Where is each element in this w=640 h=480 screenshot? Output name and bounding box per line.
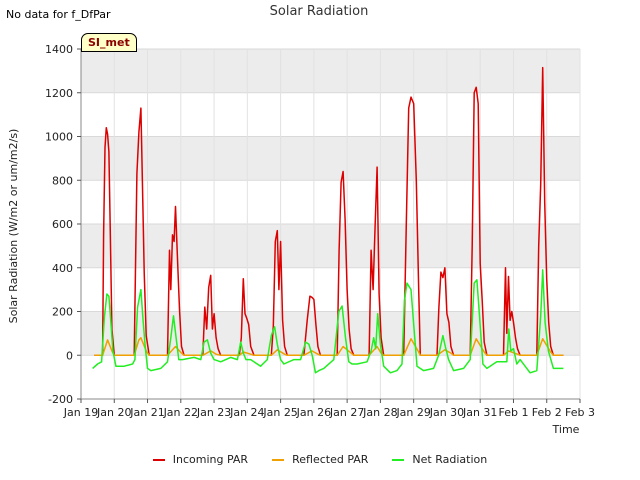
site-badge: SI_met — [81, 33, 137, 52]
x-tick-label: Feb 3 — [565, 406, 595, 419]
x-tick-label: Jan 30 — [429, 406, 464, 419]
legend-label: Net Radiation — [412, 453, 488, 466]
y-tick-label: 0 — [66, 349, 73, 362]
legend-swatch — [392, 458, 405, 461]
x-tick-label: Jan 25 — [262, 406, 297, 419]
y-axis-label: Solar Radiation (W/m2 or um/m2/s) — [7, 129, 20, 324]
legend-item: Incoming PAR — [152, 453, 249, 466]
legend: Incoming PAR Reflected PAR Net Radiation — [0, 453, 640, 466]
y-tick-label: 200 — [52, 306, 73, 319]
plot-band — [81, 49, 580, 93]
y-tick-label: 1000 — [45, 131, 73, 144]
legend-label: Incoming PAR — [172, 453, 249, 466]
x-tick-label: Jan 29 — [395, 406, 430, 419]
x-tick-label: Feb 1 — [498, 406, 528, 419]
x-tick-label: Jan 20 — [96, 406, 131, 419]
series-line-reflected-par — [94, 337, 564, 357]
x-axis-label: Time — [552, 423, 580, 436]
legend-swatch — [152, 458, 165, 461]
series-line-net-radiation — [92, 269, 564, 374]
x-tick-label: Jan 24 — [229, 406, 264, 419]
x-tick-label: Jan 26 — [296, 406, 331, 419]
chart-title: Solar Radiation — [270, 4, 369, 19]
x-tick-label: Jan 21 — [129, 406, 164, 419]
series-layer — [92, 66, 564, 374]
y-tick-label: 800 — [52, 174, 73, 187]
plot-band — [81, 136, 580, 181]
plot-band — [81, 224, 580, 268]
y-tick-label: -200 — [48, 393, 73, 406]
x-tick-label: Jan 31 — [462, 406, 497, 419]
no-data-message: No data for f_DfPar — [6, 8, 111, 21]
x-tick-label: Feb 2 — [532, 406, 562, 419]
plot-band — [81, 311, 580, 356]
legend-item: Reflected PAR — [272, 453, 368, 466]
x-tick-label: Jan 27 — [329, 406, 364, 419]
x-tick-label: Jan 19 — [63, 406, 98, 419]
y-tick-label: 600 — [52, 218, 73, 231]
legend-item: Net Radiation — [392, 453, 487, 466]
x-tick-label: Jan 23 — [196, 406, 231, 419]
x-tick-label: Jan 28 — [362, 406, 397, 419]
legend-swatch — [272, 458, 285, 461]
x-tick-label: Jan 22 — [163, 406, 198, 419]
y-tick-label: 400 — [52, 262, 73, 275]
y-tick-label: 1400 — [45, 43, 73, 56]
legend-label: Reflected PAR — [292, 453, 369, 466]
y-tick-label: 1200 — [45, 87, 73, 100]
